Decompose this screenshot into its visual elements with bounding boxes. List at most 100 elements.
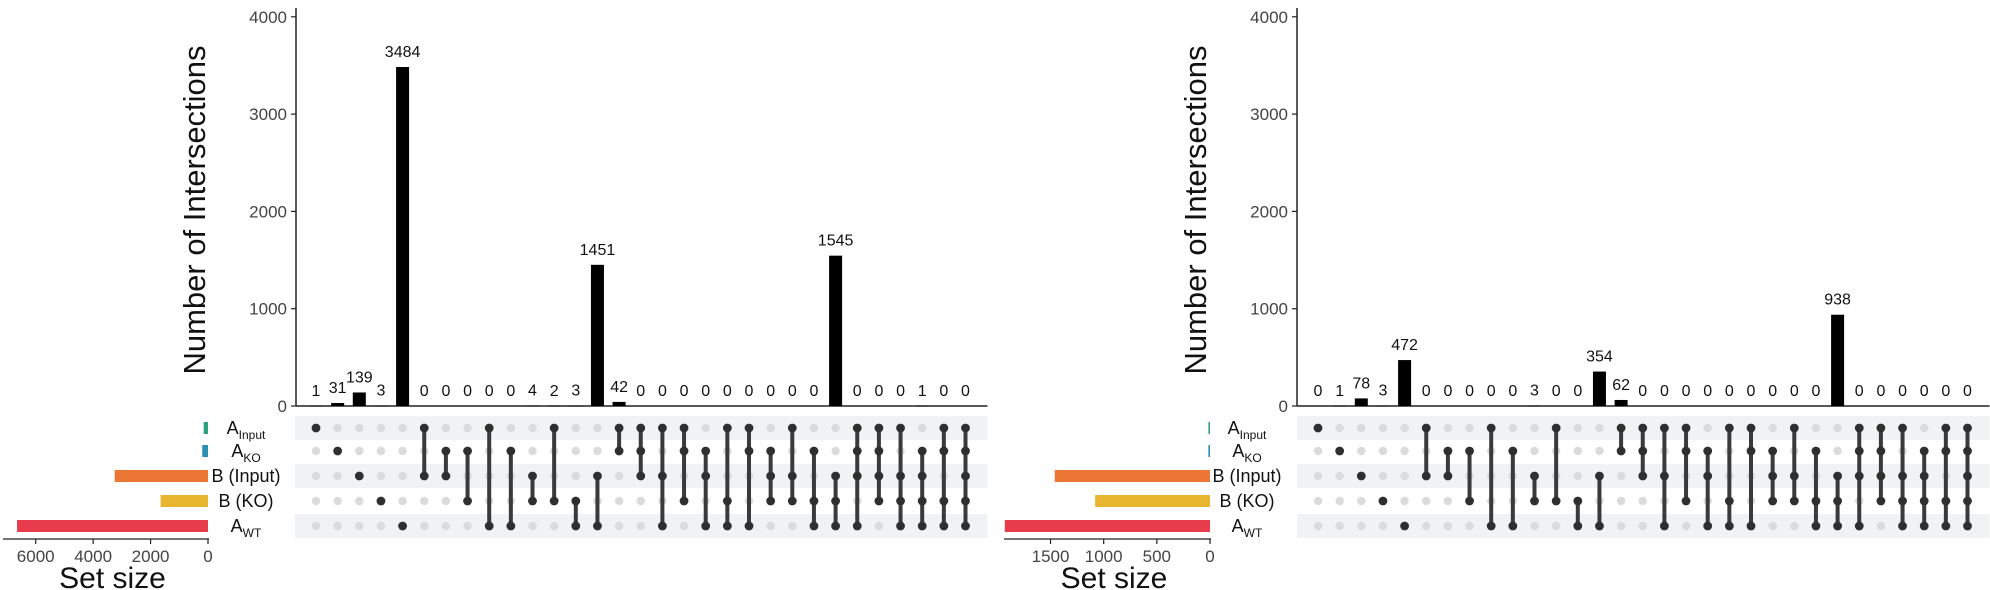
matrix-dot-filled: [636, 471, 646, 481]
matrix-column: [1746, 423, 1756, 531]
matrix-dot-filled: [419, 471, 429, 481]
matrix-dot-filled: [1876, 496, 1886, 506]
matrix-dot-empty: [420, 496, 429, 506]
matrix-dot-empty: [1833, 423, 1842, 433]
matrix-dot-empty: [766, 521, 775, 531]
bar-value-label: 0: [939, 383, 948, 400]
matrix-dot-filled: [1963, 471, 1972, 481]
bar-value-label: 3484: [385, 44, 421, 61]
bar-value-label: 0: [636, 383, 645, 400]
matrix-dot-filled: [658, 471, 667, 481]
matrix-dot-filled: [1833, 471, 1842, 481]
bar-value-label: 0: [420, 383, 429, 400]
matrix-dot-filled: [917, 496, 927, 506]
set-label-main: A: [231, 441, 243, 461]
matrix-dot-filled: [852, 521, 862, 531]
bar-value-label: 0: [1747, 383, 1756, 400]
matrix-dot-filled: [1789, 471, 1799, 481]
matrix-dot-filled: [961, 471, 970, 481]
set-size-bar: [1054, 470, 1210, 482]
bar-value-label: 3: [1530, 383, 1539, 400]
matrix-dot-empty: [614, 471, 624, 481]
matrix-dot-empty: [376, 423, 386, 433]
matrix-dot-filled: [896, 496, 905, 506]
matrix-column: [1768, 423, 1778, 531]
bar-value-label: 0: [788, 383, 797, 400]
matrix-column: [1660, 423, 1669, 531]
bar-value-label: 0: [1422, 383, 1431, 400]
set-label-subscript: Input: [1240, 428, 1267, 442]
matrix-dot-filled: [1595, 471, 1604, 481]
matrix-dot-empty: [1833, 446, 1842, 456]
bar-value-label: 0: [1963, 383, 1972, 400]
matrix-dot-empty: [376, 471, 386, 481]
matrix-dot-empty: [1357, 423, 1366, 433]
intersection-bar: [1376, 405, 1390, 407]
matrix-dot-filled: [1811, 521, 1821, 531]
matrix-dot-empty: [701, 423, 710, 433]
y-tick-label: 4000: [249, 8, 287, 27]
matrix-dot-empty: [1573, 446, 1583, 456]
bar-value-label: 0: [1465, 383, 1474, 400]
bar-value-label: 62: [1612, 377, 1630, 394]
matrix-dot-filled: [679, 496, 689, 506]
matrix-dot-filled: [939, 423, 949, 433]
matrix-dot-filled: [722, 496, 732, 506]
intersection-bar: [569, 405, 583, 407]
y-tick-label: 2000: [249, 202, 287, 221]
matrix-column: [1486, 423, 1496, 531]
matrix-dot-empty: [1378, 471, 1388, 481]
set-label: AKO: [1232, 441, 1261, 465]
matrix-dot-filled: [722, 423, 732, 433]
matrix-dot-empty: [355, 521, 364, 531]
matrix-dot-empty: [1422, 496, 1431, 506]
bar-value-label: 0: [1768, 383, 1777, 400]
matrix-dot-empty: [1443, 496, 1453, 506]
intersection-bar: [1831, 314, 1845, 406]
matrix-dot-filled: [1508, 446, 1518, 456]
y-axis-title: Number of Intersections: [177, 45, 212, 374]
matrix-dot-filled: [506, 521, 516, 531]
matrix-dot-filled: [679, 423, 689, 433]
set-size-bar: [203, 422, 208, 434]
matrix-column: [722, 423, 732, 531]
matrix-dot-filled: [1724, 496, 1734, 506]
set-size-axis-title: Set size: [1061, 562, 1168, 590]
matrix-dot-empty: [398, 496, 407, 506]
matrix-dot-empty: [1378, 521, 1388, 531]
intersection-bar: [309, 405, 323, 407]
y-tick-label: 3000: [1250, 105, 1288, 124]
set-size-bar: [17, 520, 208, 532]
matrix-column: [939, 423, 949, 531]
matrix-dot-filled: [419, 423, 429, 433]
matrix-column: [1551, 423, 1561, 531]
matrix-dot-empty: [463, 521, 472, 531]
bar-value-label: 0: [1725, 383, 1734, 400]
matrix-dot-filled: [744, 423, 754, 433]
bar-value-label: 3: [571, 383, 580, 400]
matrix-column: [1638, 423, 1648, 531]
y-tick-label: 4000: [1250, 8, 1288, 27]
y-tick-label: 0: [1279, 397, 1288, 416]
matrix-column: [614, 423, 624, 531]
matrix-dot-filled: [961, 521, 970, 531]
bar-value-label: 0: [485, 383, 494, 400]
matrix-dot-empty: [420, 521, 429, 531]
matrix-dot-empty: [1465, 423, 1474, 433]
bar-value-label: 0: [441, 383, 450, 400]
matrix-dot-empty: [1313, 471, 1323, 481]
matrix-dot-filled: [1465, 446, 1474, 456]
bar-value-label: 0: [1638, 383, 1647, 400]
matrix-column: [484, 423, 494, 531]
matrix-dot-filled: [874, 496, 884, 506]
matrix-dot-filled: [896, 471, 905, 481]
set-size-tick-label: 1500: [1032, 547, 1070, 566]
set-size-bar: [114, 470, 208, 482]
matrix-dot-filled: [1660, 423, 1669, 433]
matrix-dot-filled: [1421, 423, 1431, 433]
matrix-dot-empty: [593, 423, 602, 433]
matrix-dot-filled: [896, 423, 905, 433]
bar-value-label: 0: [1573, 383, 1582, 400]
set-size-bar: [160, 495, 208, 507]
